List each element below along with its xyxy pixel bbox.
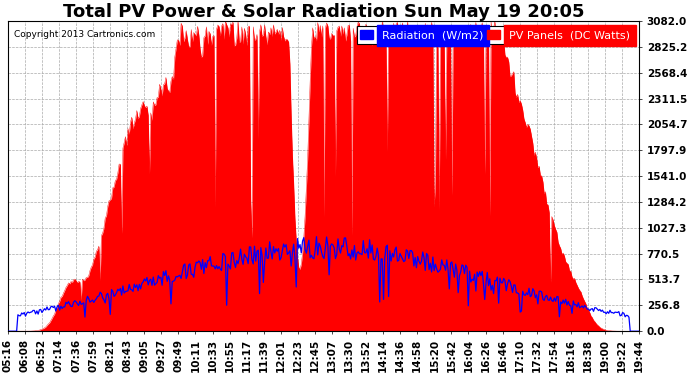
Legend: Radiation  (W/m2), PV Panels  (DC Watts): Radiation (W/m2), PV Panels (DC Watts) [357, 27, 633, 44]
Text: Copyright 2013 Cartronics.com: Copyright 2013 Cartronics.com [14, 30, 155, 39]
Title: Total PV Power & Solar Radiation Sun May 19 20:05: Total PV Power & Solar Radiation Sun May… [63, 3, 584, 21]
